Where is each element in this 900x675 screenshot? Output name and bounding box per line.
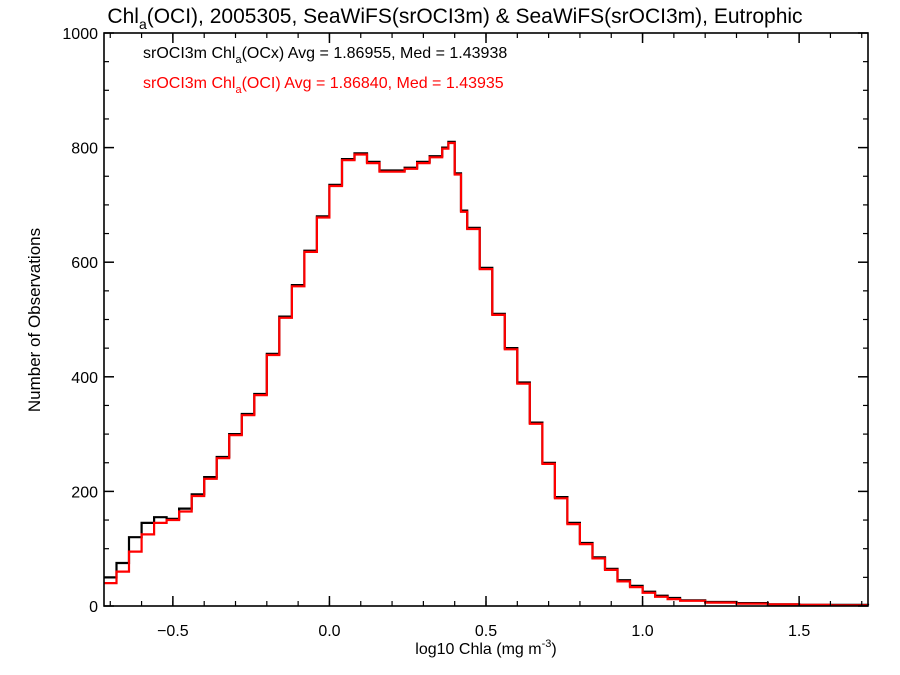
series-line-oci xyxy=(104,141,868,607)
y-tick-label: 600 xyxy=(71,255,98,272)
x-axis-label-sup: -3 xyxy=(542,638,552,650)
annotation-suffix: (OCI) Avg = 1.86840, Med = 1.43935 xyxy=(242,75,504,92)
x-tick-label: 1.5 xyxy=(788,623,810,640)
plot-frame xyxy=(103,32,869,607)
y-tick-label: 800 xyxy=(71,141,98,158)
x-axis-label: log10 Chla (mg m-3) xyxy=(415,638,556,658)
annotation-sub: a xyxy=(235,54,242,66)
chart-title: Chla(OCI), 2005305, SeaWiFS(srOCI3m) & S… xyxy=(107,5,802,32)
annotation-oci: srOCI3m Chla(OCI) Avg = 1.86840, Med = 1… xyxy=(143,75,504,96)
annotation-ocx: srOCI3m Chla(OCx) Avg = 1.86955, Med = 1… xyxy=(143,45,507,66)
chart-title-prefix: Chl xyxy=(107,5,139,28)
y-axis-label: Number of Observations xyxy=(25,228,44,412)
chart-title-sub: a xyxy=(139,16,147,32)
y-tick-label: 200 xyxy=(71,484,98,501)
x-tick-label: −0.5 xyxy=(157,623,189,640)
x-tick-label: 0.5 xyxy=(475,623,497,640)
annotation-sub: a xyxy=(235,84,242,96)
y-tick-label: 1000 xyxy=(62,26,98,43)
chart-title-suffix: (OCI), 2005305, SeaWiFS(srOCI3m) & SeaWi… xyxy=(147,5,803,28)
x-tick-label: 0.0 xyxy=(318,623,340,640)
annotation-suffix: (OCx) Avg = 1.86955, Med = 1.43938 xyxy=(242,45,508,62)
x-axis-label-end: ) xyxy=(551,641,556,658)
x-tick-label: 1.0 xyxy=(631,623,653,640)
y-tick-label: 0 xyxy=(89,599,98,616)
series-line-ocx xyxy=(104,140,870,606)
annotation-prefix: srOCI3m Chl xyxy=(143,75,235,92)
y-tick-label: 400 xyxy=(71,370,98,387)
x-axis-label-main: log10 Chla (mg m xyxy=(415,641,541,658)
annotation-prefix: srOCI3m Chl xyxy=(143,45,235,62)
